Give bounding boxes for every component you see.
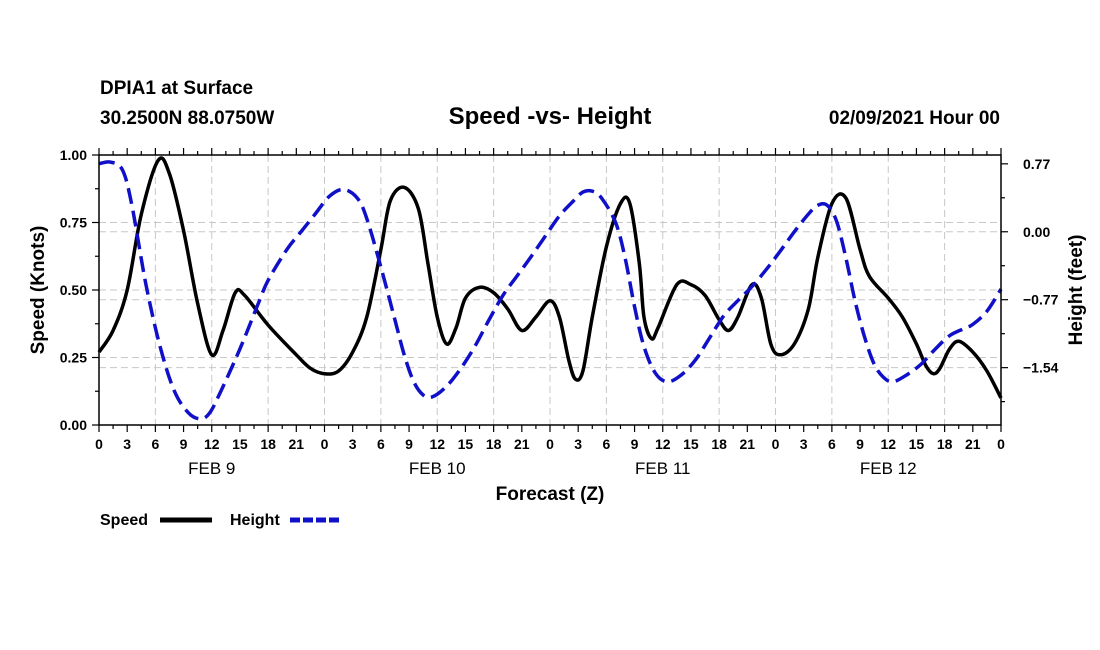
forecast-date-label: 02/09/2021 Hour 00 <box>829 108 1000 129</box>
y-axis-ticks: 0.00 0.25 0.50 0.75 1.00 <box>60 147 99 433</box>
y2-axis-ticks: 0.77 0.00 −0.77 −1.54 <box>1001 156 1059 403</box>
day-label: FEB 11 <box>635 459 690 478</box>
x-tick-label: 12 <box>204 436 220 452</box>
y-tick-label: 0.00 <box>60 417 87 433</box>
x-tick-label: 18 <box>711 436 727 452</box>
y2-tick-label: −0.77 <box>1023 292 1059 308</box>
legend: Speed Height <box>100 512 342 529</box>
x-tick-label: 21 <box>514 436 530 452</box>
x-tick-label: 9 <box>405 436 413 452</box>
x-tick-label: 18 <box>260 436 276 452</box>
x-tick-label: 6 <box>828 436 836 452</box>
legend-height-label: Height <box>230 512 280 529</box>
y2-tick-label: 0.77 <box>1023 156 1050 172</box>
x-tick-label: 21 <box>289 436 305 452</box>
day-label: FEB 9 <box>188 459 235 478</box>
x-tick-label: 3 <box>800 436 808 452</box>
x-tick-label: 18 <box>486 436 502 452</box>
x-tick-label: 6 <box>377 436 385 452</box>
day-labels: FEB 9 FEB 10 FEB 11 FEB 12 <box>188 459 916 478</box>
series-layer <box>97 156 1003 421</box>
x-tick-label: 9 <box>631 436 639 452</box>
coordinates-label: 30.2500N 88.0750W <box>100 108 274 129</box>
chart-title: Speed -vs- Height <box>449 103 652 130</box>
y-tick-label: 0.75 <box>60 215 87 231</box>
x-tick-label: 15 <box>232 436 248 452</box>
station-label: DPIA1 at Surface <box>100 78 253 99</box>
y-tick-label: 0.25 <box>60 350 87 366</box>
legend-speed-label: Speed <box>100 512 148 529</box>
x-tick-label: 6 <box>151 436 159 452</box>
y2-axis-title: Height (feet) <box>1066 235 1087 346</box>
day-label: FEB 10 <box>409 459 466 478</box>
x-tick-label: 12 <box>880 436 896 452</box>
x-tick-label: 12 <box>655 436 671 452</box>
height-series-line <box>98 160 1003 421</box>
x-tick-label: 3 <box>123 436 131 452</box>
x-tick-label: 21 <box>965 436 981 452</box>
x-tick-label: 15 <box>909 436 925 452</box>
day-label: FEB 12 <box>860 459 917 478</box>
y2-tick-label: −1.54 <box>1023 360 1059 376</box>
x-tick-label: 0 <box>321 436 329 452</box>
y-tick-label: 1.00 <box>60 147 87 163</box>
y-axis-title: Speed (Knots) <box>28 226 49 355</box>
x-tick-label: 12 <box>429 436 445 452</box>
grid-lines <box>99 155 1001 425</box>
x-axis-ticks: 0 3 6 9 12 15 18 21 0 3 6 9 12 15 18 21 0 3 6 9 12 15 18 21 0 3 6 9… <box>95 148 1005 452</box>
x-tick-label: 15 <box>458 436 474 452</box>
y-tick-label: 0.50 <box>60 282 87 298</box>
x-tick-label: 6 <box>602 436 610 452</box>
speed-series-line <box>97 156 1003 399</box>
x-tick-label: 0 <box>95 436 103 452</box>
x-tick-label: 0 <box>772 436 780 452</box>
x-tick-label: 9 <box>180 436 188 452</box>
x-tick-label: 15 <box>683 436 699 452</box>
x-tick-label: 21 <box>740 436 756 452</box>
x-tick-label: 3 <box>349 436 357 452</box>
y2-tick-label: 0.00 <box>1023 224 1050 240</box>
x-tick-label: 0 <box>546 436 554 452</box>
x-tick-label: 0 <box>997 436 1005 452</box>
x-tick-label: 9 <box>856 436 864 452</box>
x-tick-label: 3 <box>574 436 582 452</box>
x-axis-title: Forecast (Z) <box>496 484 605 505</box>
x-tick-label: 18 <box>937 436 953 452</box>
